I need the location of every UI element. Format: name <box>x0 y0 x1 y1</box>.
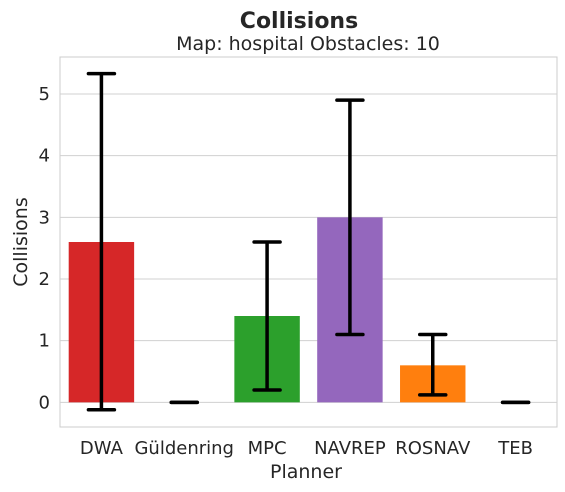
y-tick-label: 2 <box>39 269 50 290</box>
y-tick-label: 3 <box>39 207 50 228</box>
x-axis-label: Planner <box>270 461 342 483</box>
y-tick-labels: 0 1 2 3 4 5 <box>39 84 50 413</box>
x-tick-label: Güldenring <box>134 438 234 459</box>
x-tick-label: TEB <box>497 438 533 459</box>
x-tick-label: ROSNAV <box>395 438 471 459</box>
y-tick-label: 0 <box>39 392 50 413</box>
y-axis-label: Collisions <box>10 197 32 286</box>
x-tick-label: MPC <box>248 438 287 459</box>
chart-subtitle: Map: hospital Obstacles: 10 <box>176 33 440 55</box>
x-tick-label: NAVREP <box>314 438 386 459</box>
y-tick-label: 1 <box>39 331 50 352</box>
y-tick-label: 4 <box>39 146 50 167</box>
y-tick-label: 5 <box>39 84 50 105</box>
plot-area <box>59 56 558 428</box>
grid-lines <box>60 93 557 403</box>
x-tick-label: DWA <box>80 438 124 459</box>
x-tick-labels: DWA Güldenring MPC NAVREP ROSNAV TEB <box>80 438 533 459</box>
error-bars <box>86 71 531 412</box>
chart-title: Collisions <box>240 9 358 34</box>
